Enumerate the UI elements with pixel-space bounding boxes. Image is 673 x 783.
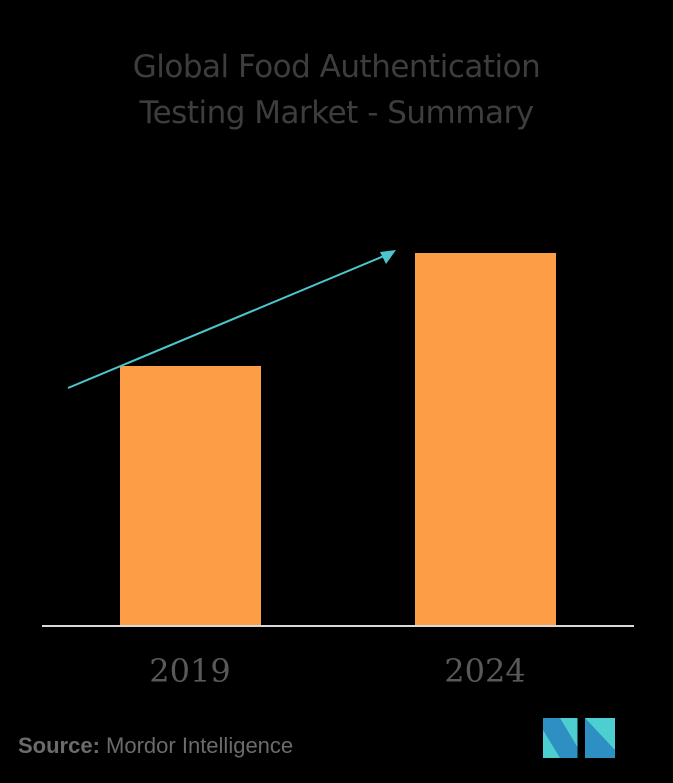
chart-title: Global Food Authentication Testing Marke…	[0, 44, 673, 136]
source-credit: Source: Mordor Intelligence	[18, 733, 293, 759]
source-label: Source:	[18, 733, 100, 758]
x-axis-line	[42, 625, 634, 627]
bar-2024	[415, 253, 556, 625]
source-value: Mordor Intelligence	[106, 733, 294, 758]
x-label-2024: 2024	[444, 652, 526, 690]
bar-2019	[120, 366, 261, 625]
chart-title-line2: Testing Market - Summary	[139, 95, 534, 131]
chart-title-line1: Global Food Authentication	[132, 49, 541, 85]
x-label-2019: 2019	[149, 652, 231, 690]
